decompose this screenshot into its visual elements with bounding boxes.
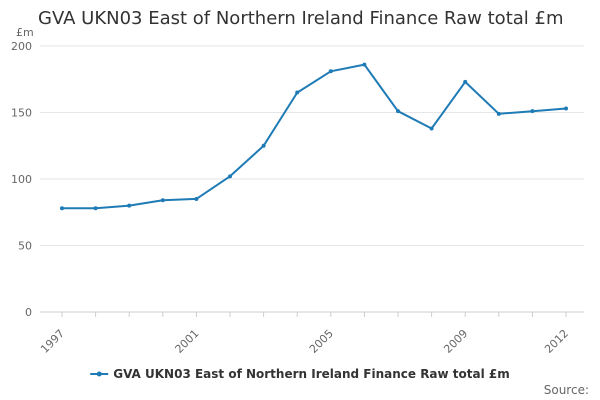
data-point[interactable] bbox=[429, 126, 434, 131]
grid-lines bbox=[40, 45, 584, 246]
data-point[interactable] bbox=[228, 174, 232, 179]
x-tick-label: 2001 bbox=[173, 327, 202, 356]
data-point[interactable] bbox=[530, 109, 535, 114]
y-tick-label: 50 bbox=[18, 240, 32, 253]
axes: 0 50 100 150 200£m 1997 2001 2005 2009 2012 bbox=[11, 26, 584, 356]
data-point[interactable] bbox=[295, 90, 300, 95]
data-point[interactable] bbox=[496, 111, 501, 116]
data-point[interactable] bbox=[396, 109, 400, 114]
x-tick-label: 2005 bbox=[307, 327, 336, 356]
data-point[interactable] bbox=[60, 206, 64, 211]
y-tick-label: 100 bbox=[11, 173, 32, 186]
series-layer bbox=[60, 62, 568, 211]
series-line bbox=[62, 63, 567, 210]
data-point[interactable] bbox=[328, 69, 333, 74]
y-tick-label: 0 bbox=[25, 306, 32, 319]
legend-point-symbol bbox=[96, 371, 102, 377]
data-point[interactable] bbox=[261, 143, 266, 148]
legend-item-label: GVA UKN03 East of Northern Ireland Finan… bbox=[113, 367, 510, 381]
x-tick-label: 2012 bbox=[542, 327, 571, 356]
data-point[interactable] bbox=[160, 198, 165, 203]
y-axis-unit-label: £m bbox=[16, 26, 34, 39]
legend[interactable]: GVA UKN03 East of Northern Ireland Finan… bbox=[90, 367, 510, 381]
x-tick-label: 2009 bbox=[441, 327, 470, 356]
x-tick-label: 1997 bbox=[38, 327, 67, 356]
y-tick-label: 200 bbox=[11, 40, 32, 53]
source-label: Source: bbox=[544, 383, 589, 397]
data-point[interactable] bbox=[564, 106, 568, 111]
data-point[interactable] bbox=[194, 196, 199, 201]
data-point[interactable] bbox=[362, 62, 367, 67]
data-point[interactable] bbox=[463, 79, 468, 84]
y-tick-label: 150 bbox=[11, 107, 32, 120]
data-point[interactable] bbox=[127, 203, 132, 208]
chart-title: GVA UKN03 East of Northern Ireland Finan… bbox=[38, 8, 564, 29]
data-point[interactable] bbox=[93, 206, 98, 211]
